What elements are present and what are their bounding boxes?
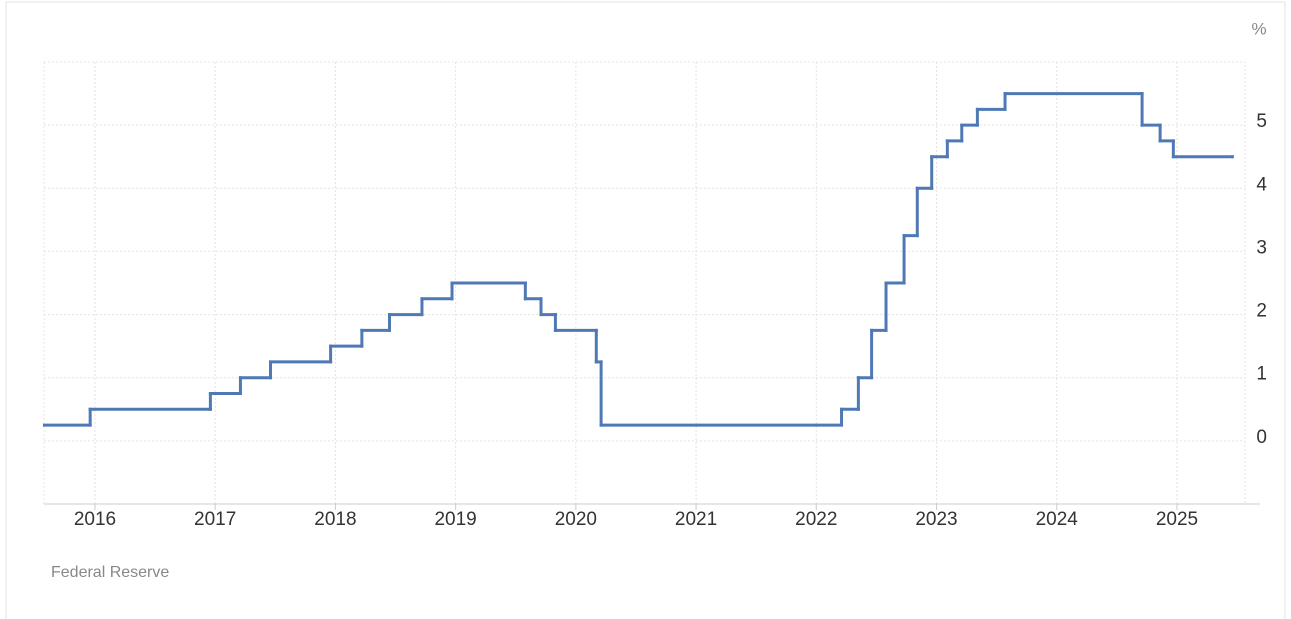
- x-tick-label: 2019: [434, 509, 476, 530]
- x-tick-label: 2021: [675, 509, 717, 530]
- x-tick-label: 2020: [555, 509, 597, 530]
- x-tick-label: 2017: [194, 509, 236, 530]
- y-tick-label: 2: [1256, 301, 1267, 322]
- source: Federal Reserve: [51, 564, 169, 581]
- y-tick-label: 4: [1256, 174, 1267, 195]
- y-tick-label: 0: [1256, 427, 1267, 448]
- y-tick-label: 5: [1256, 111, 1267, 132]
- x-tick-label: 2016: [74, 509, 116, 530]
- unit-label: %: [1251, 19, 1266, 38]
- y-tick-label: 1: [1256, 364, 1267, 385]
- x-tick-label: 2018: [314, 509, 356, 530]
- x-tick-label: 2025: [1156, 509, 1198, 530]
- plot-border: [43, 61, 1246, 505]
- y-tick-label: 3: [1256, 237, 1267, 258]
- x-tick-label: 2024: [1036, 509, 1079, 530]
- x-tick-label: 2023: [915, 509, 957, 530]
- x-tick-label: 2022: [795, 509, 837, 530]
- frame: [5, 1, 1286, 619]
